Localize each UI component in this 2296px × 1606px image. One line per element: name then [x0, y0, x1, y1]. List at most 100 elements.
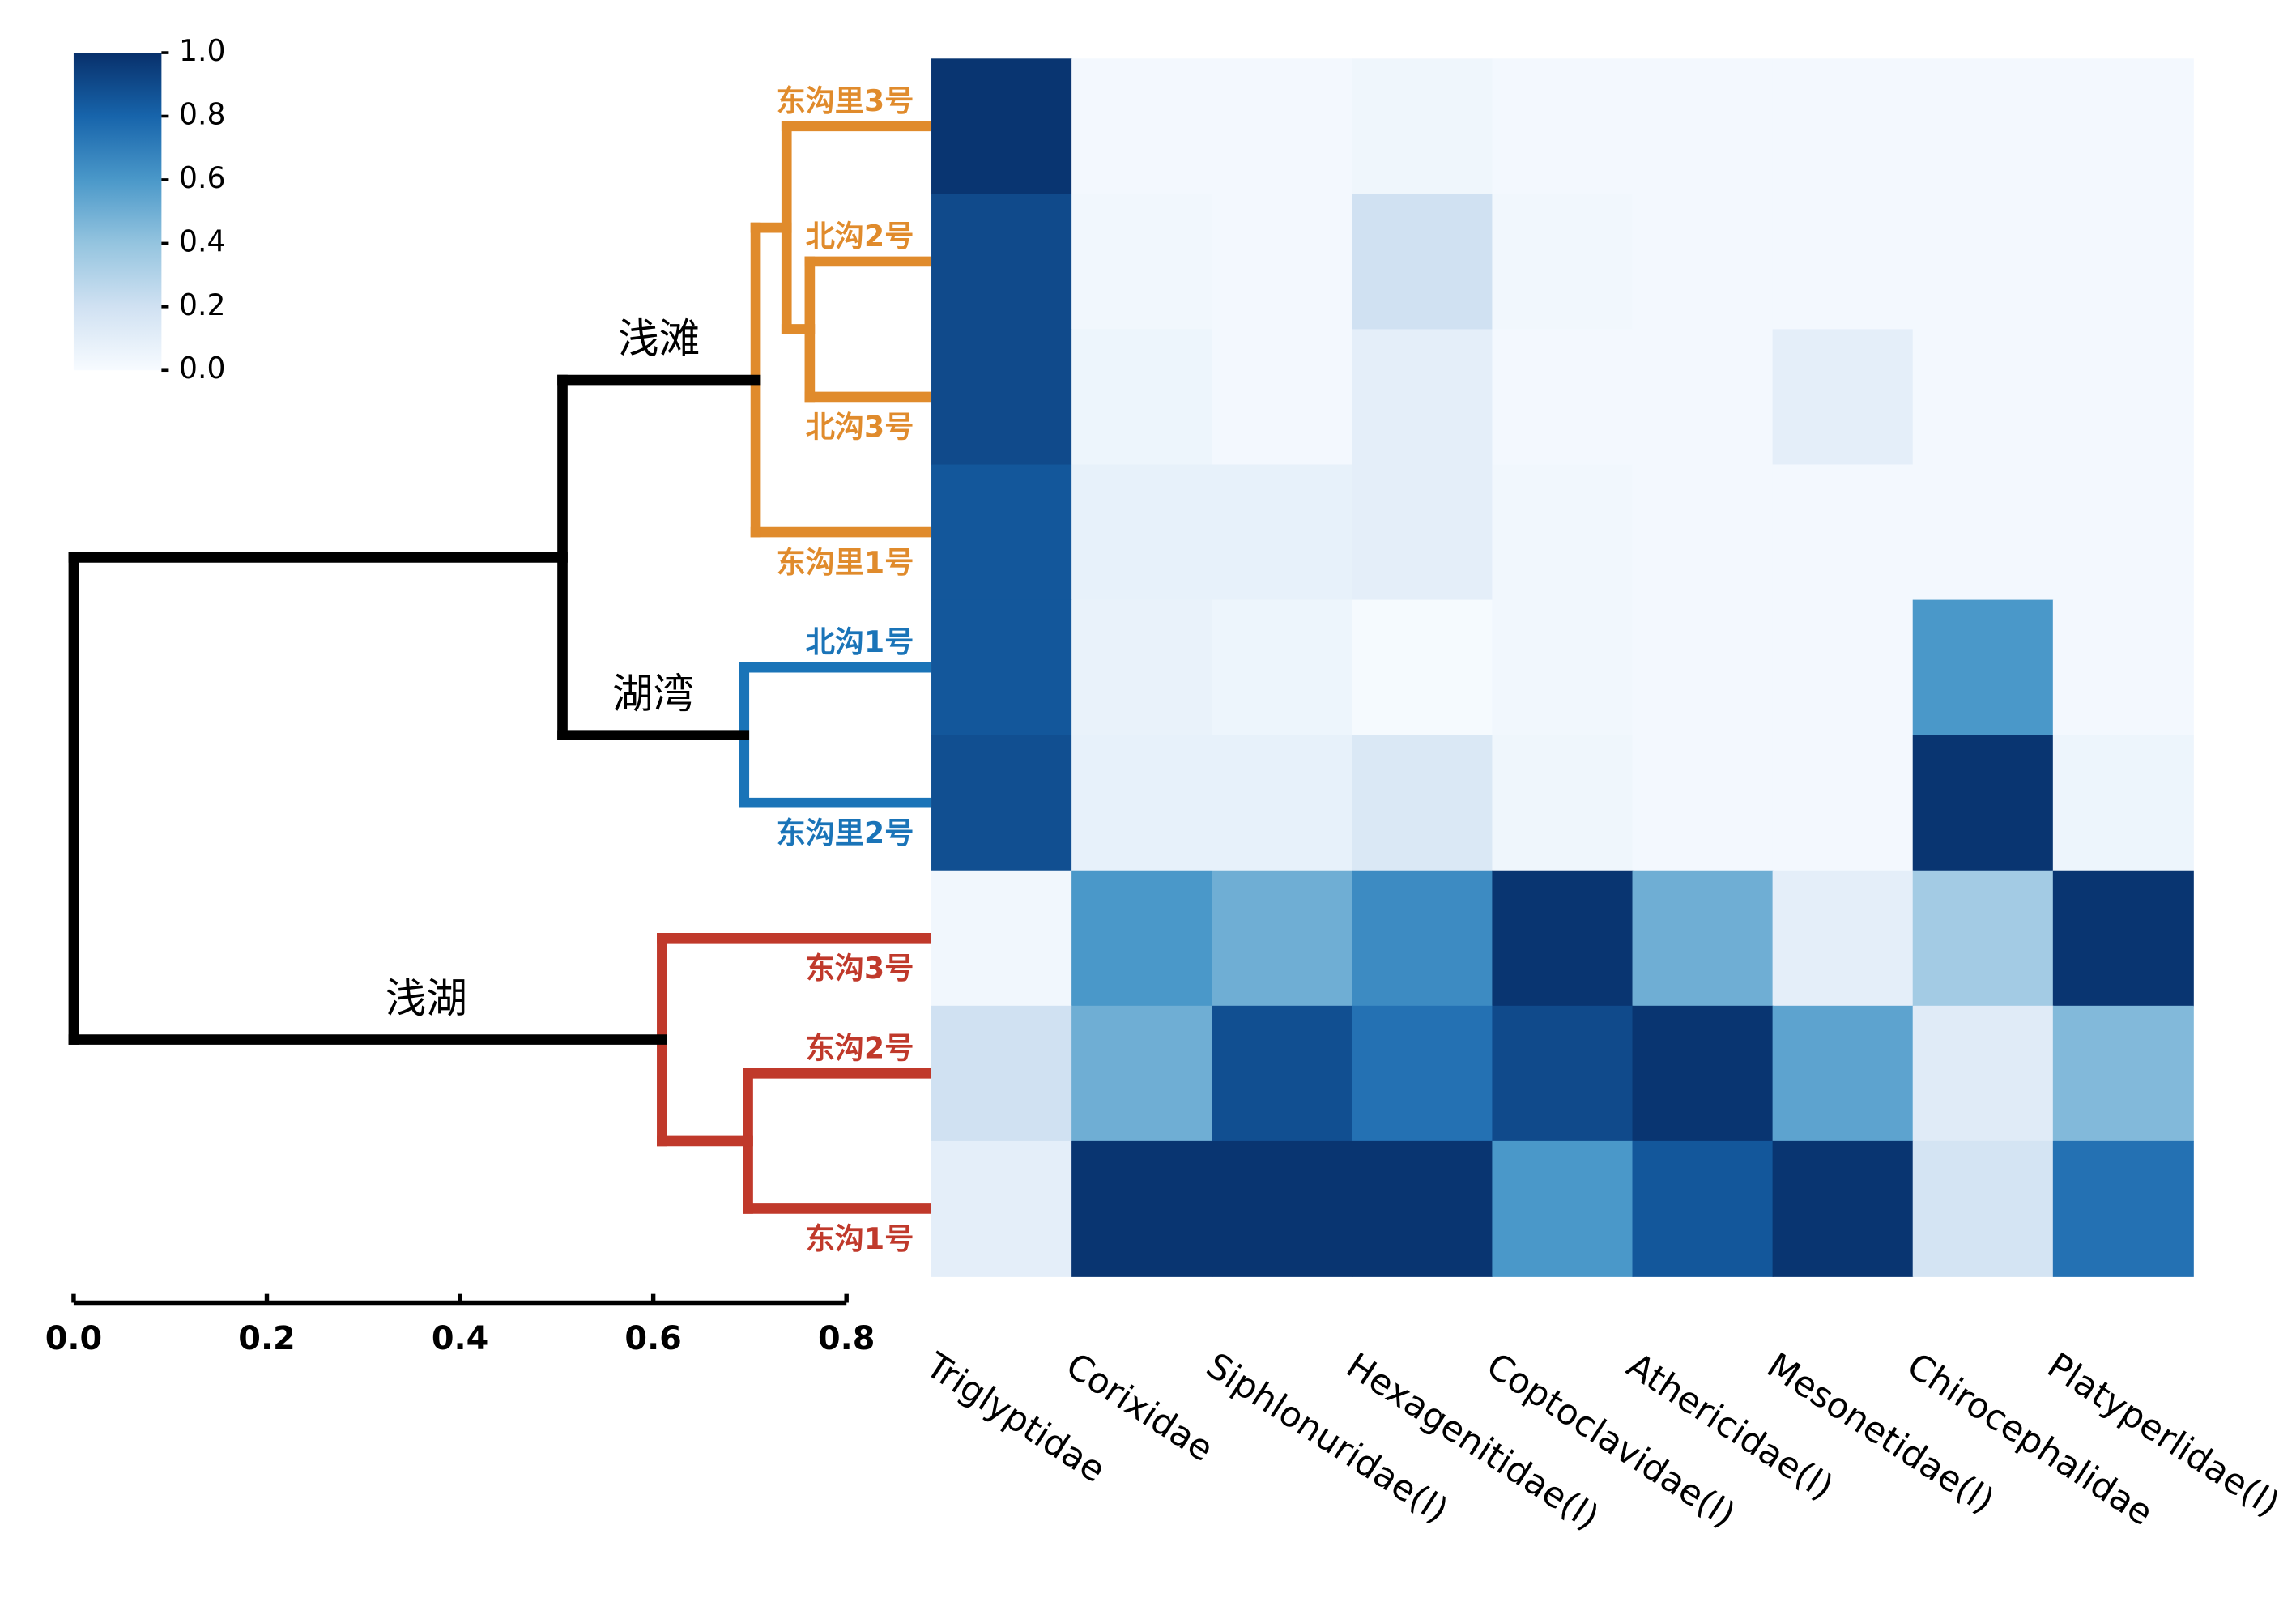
heatmap-cell — [1212, 870, 1353, 1007]
column-label: Mesonetidae(l) — [1760, 1345, 2001, 1522]
heatmap-cell — [1772, 464, 1914, 601]
colorbar-tick-label: 0.4 — [179, 224, 225, 258]
leaf-label: 东沟里2号 — [777, 816, 914, 850]
heatmap-cell — [1772, 194, 1914, 330]
heatmap-cell — [1212, 599, 1353, 736]
heatmap-cell — [1212, 1005, 1353, 1142]
colorbar — [73, 53, 162, 371]
cluster-label: 湖湾 — [612, 670, 694, 718]
heatmap-cell — [1772, 1140, 1914, 1277]
heatmap-cell — [1492, 599, 1634, 736]
heatmap-cell — [1772, 1005, 1914, 1142]
heatmap-cell — [1071, 194, 1213, 330]
heatmap-cell — [1492, 870, 1634, 1007]
x-tick-label: 0.2 — [238, 1320, 295, 1357]
heatmap-cell — [1071, 1005, 1213, 1142]
heatmap-cell — [1772, 58, 1914, 195]
heatmap-cell — [2052, 58, 2194, 195]
leaf-label: 东沟里1号 — [777, 545, 914, 580]
heatmap-cell — [1352, 58, 1493, 195]
column-label: Platyperlidae(l) — [2040, 1345, 2286, 1525]
heatmap-cell — [1912, 329, 2054, 466]
heatmap-cell — [1632, 194, 1774, 330]
heatmap-cell — [2052, 870, 2194, 1007]
heatmap-cell — [2052, 735, 2194, 871]
heatmap-cell — [1492, 464, 1634, 601]
heatmap-cell — [1772, 870, 1914, 1007]
heatmap-cell — [1912, 1005, 2054, 1142]
heatmap-cell — [2052, 1140, 2194, 1277]
heatmap-cell — [931, 1005, 1073, 1142]
heatmap-cell — [1212, 1140, 1353, 1277]
heatmap-cell — [1492, 1140, 1634, 1277]
heatmap-cell — [1071, 599, 1213, 736]
colorbar-tick-label: 1.0 — [179, 33, 225, 68]
heatmap-cell — [931, 464, 1073, 601]
column-label: Hexagenitidae(l) — [1339, 1345, 1605, 1538]
heatmap-cell — [1071, 329, 1213, 466]
heatmap-cell — [2052, 194, 2194, 330]
heatmap-cell — [1212, 194, 1353, 330]
heatmap-cell — [1071, 464, 1213, 601]
heatmap-cell — [1352, 870, 1493, 1007]
heatmap-cell — [1632, 735, 1774, 871]
heatmap-cell — [1492, 58, 1634, 195]
heatmap-cell — [1632, 1140, 1774, 1277]
heatmap-cell — [1352, 1140, 1493, 1277]
heatmap-cell — [1352, 329, 1493, 466]
heatmap-cell — [1352, 1005, 1493, 1142]
colorbar-tick-label: 0.8 — [179, 97, 225, 132]
heatmap-cell — [931, 58, 1073, 195]
cluster-label: 浅滩 — [618, 315, 700, 363]
heatmap-cell — [2052, 464, 2194, 601]
heatmap-cell — [1212, 58, 1353, 195]
heatmap-cell — [931, 735, 1073, 871]
column-label: Siphlonuridae(l) — [1199, 1345, 1455, 1531]
leaf-label: 北沟2号 — [806, 219, 914, 253]
heatmap-cell — [1352, 464, 1493, 601]
heatmap-cell — [1212, 464, 1353, 601]
x-tick-label: 0.0 — [45, 1320, 102, 1357]
heatmap-cell — [2052, 329, 2194, 466]
heatmap-cell — [1071, 1140, 1213, 1277]
heatmap-cell — [931, 194, 1073, 330]
heatmap-cell — [1212, 735, 1353, 871]
heatmap-cell — [1492, 194, 1634, 330]
heatmap-cell — [1352, 194, 1493, 330]
colorbar-tick-label: 0.0 — [179, 351, 225, 386]
cluster-label: 浅湖 — [386, 974, 467, 1022]
heatmap-cell — [1912, 870, 2054, 1007]
heatmap-cell — [1212, 329, 1353, 466]
heatmap-cell — [1772, 329, 1914, 466]
leaf-label: 东沟3号 — [806, 951, 914, 986]
heatmap-cell — [1632, 329, 1774, 466]
heatmap-cell — [1071, 735, 1213, 871]
heatmap-cell — [1632, 464, 1774, 601]
x-tick-label: 0.8 — [818, 1320, 875, 1357]
heatmap-cell — [1352, 735, 1493, 871]
heatmap-cell — [1912, 194, 2054, 330]
heatmap-cell — [1071, 58, 1213, 195]
leaf-label: 东沟1号 — [806, 1221, 914, 1256]
heatmap-cell — [931, 870, 1073, 1007]
heatmap-cell — [1632, 58, 1774, 195]
heatmap-cell — [1632, 1005, 1774, 1142]
heatmap-cell — [1492, 735, 1634, 871]
column-label: Chirocephalidae — [1900, 1345, 2160, 1534]
colorbar-tick-label: 0.2 — [179, 288, 225, 322]
leaf-label: 北沟3号 — [806, 410, 914, 445]
heatmap-cell — [1492, 1005, 1634, 1142]
heatmap-cell — [1352, 599, 1493, 736]
heatmap-cell — [1912, 464, 2054, 601]
heatmap-cell — [1912, 58, 2054, 195]
heatmap-cell — [2052, 599, 2194, 736]
x-tick-label: 0.6 — [624, 1320, 681, 1357]
heatmap-cell — [1912, 599, 2054, 736]
column-label: Coptoclavidae(l) — [1480, 1345, 1743, 1536]
heatmap-cell — [1772, 599, 1914, 736]
colorbar-tick-label: 0.6 — [179, 160, 225, 195]
leaf-label: 东沟2号 — [806, 1030, 914, 1065]
heatmap-cell — [931, 1140, 1073, 1277]
heatmap-cell — [1912, 735, 2054, 871]
